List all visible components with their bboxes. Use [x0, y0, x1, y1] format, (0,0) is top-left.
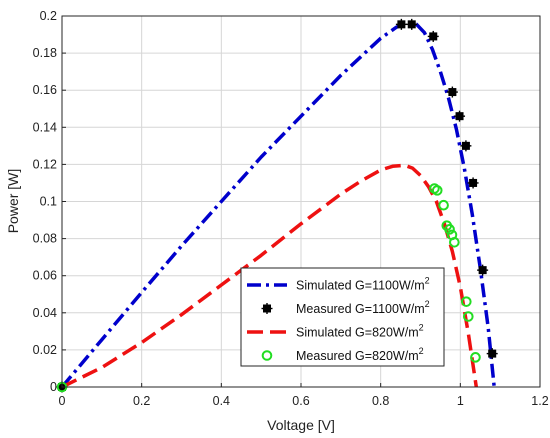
x-tick-label: 0 [59, 394, 66, 408]
legend-label-main: Measured G=820W/m [296, 349, 419, 363]
data-point [463, 311, 474, 322]
x-tick-label: 1.2 [531, 394, 548, 408]
y-tick-label: 0.14 [33, 120, 57, 134]
legend-label: Simulated G=820W/m2 [296, 323, 424, 340]
x-axis-label: Voltage [V] [267, 417, 335, 433]
x-tick-label: 1 [457, 394, 464, 408]
legend-label: Simulated G=1100W/m2 [296, 276, 430, 293]
legend-entry-0: Simulated G=1100W/m2 [247, 276, 430, 293]
y-tick-label: 0.18 [33, 46, 57, 60]
series-2 [61, 163, 479, 389]
y-tick-label: 0 [50, 380, 57, 394]
y-tick-label: 0.06 [33, 269, 57, 283]
y-tick-label: 0.04 [33, 306, 57, 320]
legend-label-superscript: 2 [419, 346, 424, 356]
legend-label-superscript: 2 [425, 299, 430, 309]
y-tick-label: 0.16 [33, 83, 57, 97]
data-point [438, 199, 449, 211]
x-tick-label: 0.2 [133, 394, 150, 408]
series-line-2 [61, 163, 479, 389]
data-point [461, 296, 472, 307]
y-tick-label: 0.08 [33, 232, 57, 246]
legend-entry-3: Measured G=820W/m2 [261, 346, 424, 363]
data-point [444, 224, 455, 235]
legend-label-main: Simulated G=1100W/m [296, 279, 425, 293]
y-tick-label: 0.02 [33, 343, 57, 357]
series-layer [56, 18, 498, 393]
tick-layer: 0 0.2 0.4 0.6 0.8 1 1.2 0 0.02 0.04 0.06 0.08 0.1 0.1… [33, 9, 549, 408]
legend-label-main: Measured G=1100W/m [296, 302, 425, 316]
y-tick-label: 0.1 [40, 195, 57, 209]
legend-label-main: Simulated G=820W/m [296, 326, 419, 340]
x-tick-label: 0.6 [292, 394, 309, 408]
legend-label: Measured G=820W/m2 [296, 346, 424, 363]
legend-label: Measured G=1100W/m2 [296, 299, 430, 316]
legend-label-superscript: 2 [419, 323, 424, 333]
data-point [470, 352, 481, 363]
legend-label-superscript: 2 [425, 276, 430, 286]
legend-entry-2: Simulated G=820W/m2 [247, 323, 424, 340]
x-tick-label: 0.8 [372, 394, 389, 408]
y-axis-label: Power [W] [5, 169, 21, 234]
y-tick-label: 0.12 [33, 157, 57, 171]
data-point [449, 237, 460, 248]
series-3 [56, 183, 481, 393]
legend-entry-1: Measured G=1100W/m2 [261, 299, 430, 316]
y-tick-label: 0.2 [40, 9, 57, 23]
x-tick-label: 0.4 [213, 394, 230, 408]
legend-swatch [261, 350, 273, 361]
data-point [431, 185, 443, 196]
